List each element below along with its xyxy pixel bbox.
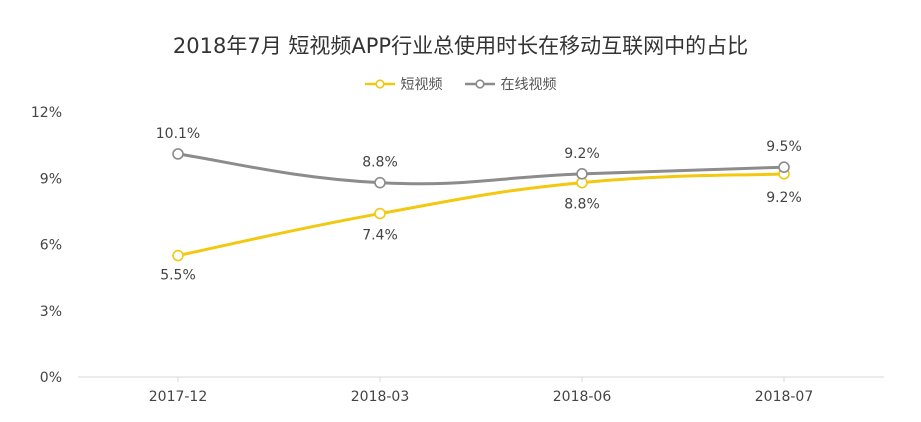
data-label-short-video: 5.5% xyxy=(160,268,196,284)
y-tick-label: 0% xyxy=(40,370,62,386)
series-line-short-video xyxy=(177,172,785,258)
data-label-short-video: 9.2% xyxy=(766,190,802,206)
x-tick-label: 2018-03 xyxy=(351,389,410,405)
legend: 短视频 在线视频 xyxy=(0,74,921,94)
data-point-online-video xyxy=(778,161,790,174)
data-point-online-video xyxy=(576,168,588,180)
y-tick-label: 9% xyxy=(40,171,62,187)
legend-swatch-online-video xyxy=(464,79,495,89)
legend-label-online-video: 在线视频 xyxy=(500,77,557,93)
x-tick-label: 2018-06 xyxy=(553,389,612,405)
data-point-online-video xyxy=(374,176,386,189)
data-point-short-video xyxy=(374,207,386,220)
legend-label-short-video: 短视频 xyxy=(400,77,443,93)
legend-swatch-short-video xyxy=(364,79,395,89)
series-line-online-video xyxy=(177,152,785,186)
data-label-online-video: 9.5% xyxy=(766,139,802,155)
data-point-online-video xyxy=(172,148,184,160)
data-label-short-video: 8.8% xyxy=(564,197,600,213)
y-tick-label: 3% xyxy=(40,304,62,320)
data-label-short-video: 7.4% xyxy=(362,228,398,244)
legend-item-short-video: 短视频 xyxy=(364,74,443,94)
data-point-short-video xyxy=(172,249,184,262)
data-label-online-video: 8.8% xyxy=(362,155,398,171)
y-tick-label: 12% xyxy=(31,105,62,121)
y-tick-label: 6% xyxy=(40,238,62,254)
data-label-online-video: 10.1% xyxy=(156,126,200,142)
data-label-online-video: 9.2% xyxy=(564,146,600,162)
x-tick-label: 2018-07 xyxy=(755,389,814,405)
legend-item-online-video: 在线视频 xyxy=(464,74,557,94)
x-tick-label: 2017-12 xyxy=(149,389,208,405)
chart-title: 2018年7月 短视频APP行业总使用时长在移动互联网中的占比 xyxy=(172,34,749,58)
